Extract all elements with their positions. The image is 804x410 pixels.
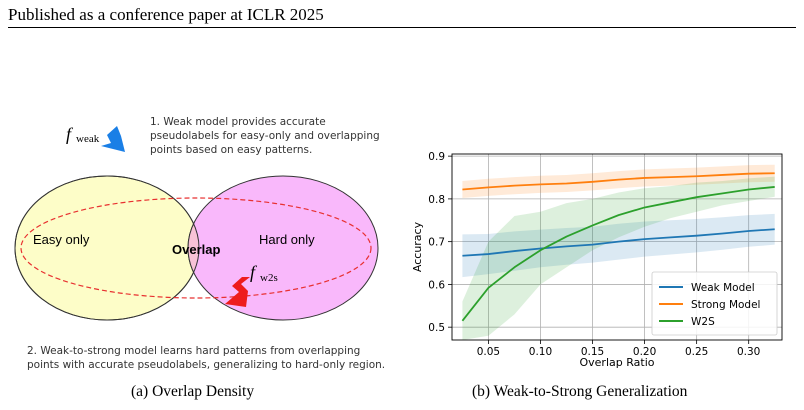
f-w2s-subscript: w2s: [260, 272, 278, 284]
x-tick-label: 0.25: [685, 346, 708, 358]
x-tick-label: 0.05: [477, 346, 500, 358]
f-weak-symbol: f: [66, 124, 74, 144]
w2s-arrow: [225, 277, 250, 307]
legend-label-w2s: W2S: [691, 316, 715, 328]
legend-label-strong-model: Strong Model: [691, 299, 760, 311]
header-rule: [8, 27, 796, 28]
overlap-label: Overlap: [172, 242, 220, 257]
note2-line: 2. Weak-to-strong model learns hard patt…: [27, 345, 361, 357]
hard-only-label: Hard only: [259, 232, 315, 247]
y-tick-label: 0.7: [428, 237, 445, 249]
caption-a: (a) Overlap Density: [131, 383, 255, 400]
legend: Weak Model Strong Model W2S: [651, 271, 778, 336]
running-header: Published as a conference paper at ICLR …: [8, 5, 324, 24]
overlap-ratio-chart: 0.05 0.10 0.15 0.20 0.25 0.300.50.60.70.80.9 …: [411, 151, 783, 369]
note1-line: 1. Weak model provides accurate: [150, 116, 326, 128]
legend-box: [651, 271, 778, 336]
strong-model-line: [462, 172, 775, 191]
y-axis-label: Accuracy: [411, 221, 424, 272]
legend-label-weak-model: Weak Model: [691, 282, 755, 294]
weak-model-note: 1. Weak model provides accurate pseudola…: [150, 115, 380, 157]
note2-line: points with accurate pseudolabels, gener…: [27, 359, 386, 371]
w2s-band: [462, 176, 775, 340]
x-tick-label: 0.15: [581, 346, 604, 358]
data-distribution-ellipse: [20, 197, 372, 299]
x-tick-label: 0.20: [633, 346, 656, 358]
easy-outline: [14, 175, 200, 321]
y-tick-label: 0.6: [428, 279, 445, 291]
strong-model-band: [462, 164, 775, 199]
caption-b: (b) Weak-to-Strong Generalization: [472, 383, 688, 400]
w2s-note: 2. Weak-to-strong model learns hard patt…: [27, 344, 385, 372]
f-w2s-symbol: f: [250, 262, 258, 282]
plot-frame: [451, 153, 783, 341]
x-tick-label: 0.30: [737, 346, 760, 358]
f-weak-subscript: weak: [76, 133, 100, 145]
weak-model-line: [462, 228, 775, 257]
note1-line: points based on easy patterns.: [150, 144, 313, 156]
note1-line: pseudolabels for easy-only and overlappi…: [150, 130, 380, 142]
x-tick-label: 0.10: [529, 346, 552, 358]
overlap-region: [187, 176, 199, 320]
y-tick-label: 0.8: [428, 194, 445, 206]
w2s-line: [461, 186, 775, 322]
y-tick-label: 0.5: [428, 322, 445, 334]
y-tick-label: 0.9: [428, 151, 445, 163]
line-layer: [461, 172, 775, 322]
x-axis-label: Overlap Ratio: [580, 356, 655, 369]
weak-model-arrow: [101, 126, 125, 152]
venn-diagram: Easy only Hard only Overlap f weak f w2s: [14, 124, 379, 321]
band-layer: [462, 164, 775, 340]
tick-layer: 0.05 0.10 0.15 0.20 0.25 0.30 0.5 0.6 0.7 0.8 0.9: [428, 151, 760, 358]
easy-only-label: Easy only: [33, 232, 90, 247]
weak-model-band: [462, 213, 775, 278]
